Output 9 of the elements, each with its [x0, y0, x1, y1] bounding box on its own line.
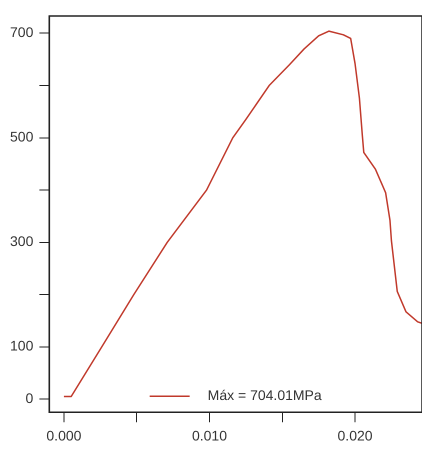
x-tick-label: 0.020 [338, 427, 373, 444]
y-tick-label: 100 [10, 338, 34, 354]
x-tick-label: 0.010 [192, 427, 228, 444]
y-tick-label: 700 [10, 24, 34, 40]
legend-label: Máx = 704.01MPa [208, 387, 322, 404]
x-tick-label: 0.000 [46, 427, 82, 444]
y-tick-label: 300 [10, 233, 34, 250]
y-tick-label: 500 [10, 128, 34, 145]
y-tick-label: 0 [26, 390, 34, 406]
